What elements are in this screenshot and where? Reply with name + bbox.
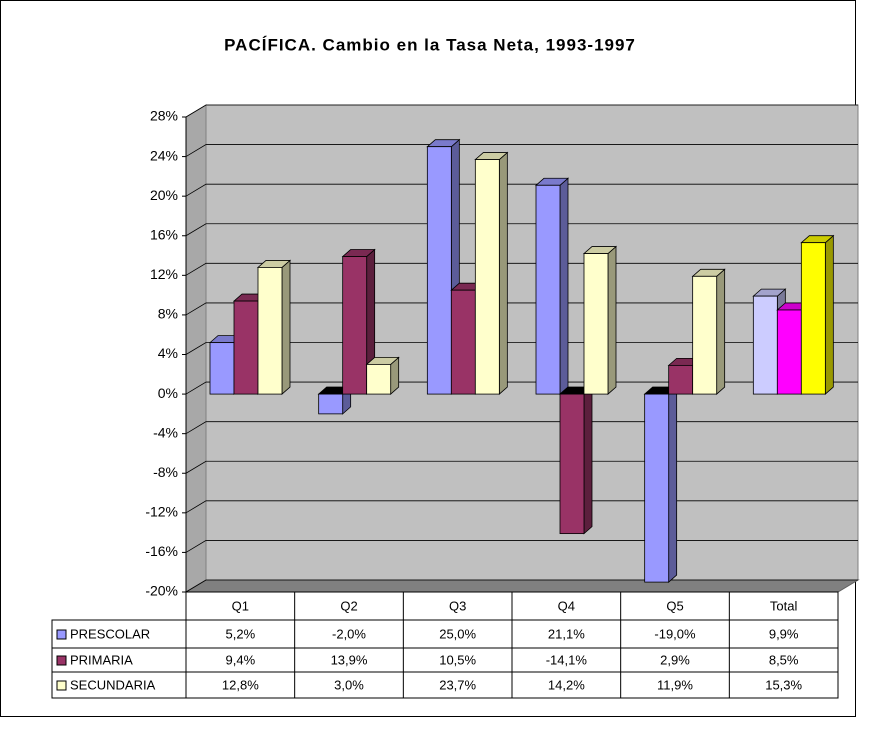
bar (450, 289, 476, 395)
bar-side (498, 151, 508, 395)
bar (644, 393, 670, 583)
y-tick-label: -16% (145, 543, 178, 559)
grid-line (185, 342, 858, 355)
y-tick-label: -8% (153, 464, 178, 480)
data-label: -14,1% (546, 652, 588, 667)
y-tick-label: 24% (150, 147, 178, 163)
data-label: 9,4% (226, 652, 256, 667)
data-label: 10,5% (439, 652, 476, 667)
grid-line (185, 421, 858, 435)
legend-swatch (56, 655, 67, 666)
bar (668, 364, 694, 395)
x-tick-label: Q2 (340, 598, 357, 613)
grid-line (185, 183, 858, 197)
data-label: 3,0% (334, 677, 364, 692)
data-label: 9,9% (769, 626, 799, 641)
data-label: 12,8% (222, 677, 259, 692)
bar (776, 309, 802, 395)
y-tick-label: -12% (145, 504, 178, 520)
y-tick-label: 8% (158, 306, 178, 322)
data-label: 23,7% (439, 677, 476, 692)
grid-line (185, 262, 858, 276)
bar-side (281, 259, 291, 395)
bar-side (716, 268, 726, 395)
bar-side (824, 234, 834, 395)
bar (692, 275, 718, 395)
chart-title: PACÍFICA. Cambio en la Tasa Neta, 1993-1… (224, 35, 636, 54)
data-label: 13,9% (331, 652, 368, 667)
bar (535, 184, 561, 395)
bar (318, 393, 344, 415)
data-label: 14,2% (548, 677, 585, 692)
data-label: 15,3% (765, 677, 802, 692)
bar-side (583, 386, 593, 535)
legend-swatch (56, 629, 67, 640)
x-tick-label: Q4 (558, 598, 575, 613)
x-tick-label: Q5 (666, 598, 683, 613)
grid-line (185, 460, 858, 474)
grid-line (185, 540, 858, 553)
bar (366, 363, 392, 395)
x-tick-label: Q1 (232, 598, 249, 613)
bar (752, 295, 778, 395)
x-tick-label: Total (770, 598, 798, 613)
data-label: 21,1% (548, 626, 585, 641)
y-tick-label: 20% (150, 187, 178, 203)
data-label: 11,9% (657, 677, 693, 692)
bar (559, 393, 585, 535)
bar (474, 159, 500, 395)
legend-label: PRIMARIA (70, 652, 133, 667)
data-label: 25,0% (439, 626, 476, 641)
data-label: 5,2% (226, 626, 256, 641)
y-tick-label: 16% (150, 226, 178, 242)
grid-line (185, 381, 858, 395)
y-tick-label: 4% (158, 345, 178, 361)
legend-label: SECUNDARIA (70, 677, 156, 692)
grid-line (185, 104, 858, 118)
bar-side (559, 177, 569, 395)
data-label: -2,0% (332, 626, 366, 641)
data-label: -19,0% (654, 626, 696, 641)
grid-line (185, 302, 858, 316)
grid-line (185, 223, 858, 237)
floor (184, 579, 860, 593)
x-tick-label: Q3 (449, 598, 466, 613)
grid-line (185, 144, 858, 157)
data-label: 2,9% (660, 652, 690, 667)
bar (233, 300, 259, 395)
bar (342, 256, 368, 395)
y-tick-label: -4% (153, 424, 178, 440)
y-tick-label: 0% (158, 385, 178, 401)
bar (209, 342, 235, 395)
legend-swatch (56, 680, 67, 691)
y-tick-label: 12% (150, 266, 178, 282)
bar (426, 146, 452, 395)
grid-line (185, 500, 858, 514)
data-label: 8,5% (769, 652, 799, 667)
bar (583, 253, 609, 395)
bar (800, 242, 826, 395)
y-tick-label: -20% (145, 583, 178, 599)
legend-label: PRESCOLAR (70, 626, 150, 641)
bar (257, 267, 283, 395)
bar-side (607, 245, 617, 395)
bar-side (668, 386, 678, 583)
grid-line (185, 579, 858, 593)
y-tick-label: 28% (150, 108, 178, 124)
